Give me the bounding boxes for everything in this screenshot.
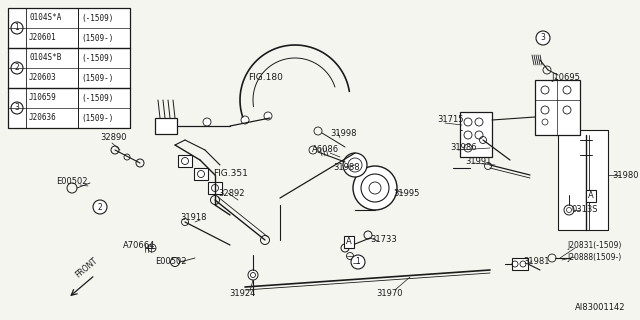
Circle shape (343, 153, 367, 177)
Text: 0104S*B: 0104S*B (29, 53, 61, 62)
Text: FIG.351: FIG.351 (213, 169, 248, 178)
Bar (155, 118, 177, 134)
Text: (-1509): (-1509) (81, 53, 113, 62)
Text: 2: 2 (98, 203, 102, 212)
Text: J20888(1509-): J20888(1509-) (567, 252, 621, 261)
Text: 1: 1 (15, 23, 19, 33)
Bar (460, 112, 492, 157)
Circle shape (351, 255, 365, 269)
Text: 31981: 31981 (523, 257, 550, 266)
Circle shape (11, 22, 23, 34)
Text: A: A (588, 191, 594, 201)
Bar (78, 8, 130, 128)
Text: A: A (346, 237, 352, 246)
Text: (1509-): (1509-) (81, 34, 113, 43)
Bar (512, 258, 528, 270)
Text: E00502: E00502 (155, 257, 186, 266)
Circle shape (203, 118, 211, 126)
Text: (1509-): (1509-) (81, 114, 113, 123)
Bar (194, 168, 208, 180)
Text: 31918: 31918 (180, 213, 207, 222)
Bar (8, 8, 130, 128)
Text: 31998: 31998 (330, 129, 356, 138)
Text: 3: 3 (15, 103, 19, 113)
Text: 0313S: 0313S (572, 204, 598, 213)
Text: 1: 1 (356, 258, 360, 267)
Text: 32890: 32890 (100, 133, 127, 142)
Text: 31995: 31995 (393, 189, 419, 198)
Text: (1509-): (1509-) (81, 74, 113, 83)
Text: J20603: J20603 (29, 74, 57, 83)
Bar (535, 80, 580, 135)
Circle shape (11, 102, 23, 114)
Bar (178, 155, 192, 167)
Text: FIG.180: FIG.180 (248, 74, 283, 83)
Text: (-1509): (-1509) (81, 13, 113, 22)
Text: 31970: 31970 (377, 289, 403, 298)
Text: 31991: 31991 (465, 157, 492, 166)
Text: 3: 3 (541, 34, 545, 43)
Text: 31924: 31924 (229, 289, 255, 298)
Text: J10659: J10659 (29, 93, 57, 102)
Text: A70664: A70664 (123, 241, 156, 250)
Bar (558, 130, 608, 230)
Text: AI83001142: AI83001142 (575, 303, 625, 313)
Text: 31988: 31988 (333, 163, 360, 172)
Circle shape (264, 112, 272, 120)
Bar (26, 8, 78, 128)
Circle shape (11, 62, 23, 74)
Circle shape (241, 116, 249, 124)
Text: 31980: 31980 (612, 171, 639, 180)
Text: A6086: A6086 (312, 146, 339, 155)
Text: J20831(-1509): J20831(-1509) (567, 241, 621, 250)
Text: J20601: J20601 (29, 34, 57, 43)
Text: E00502: E00502 (56, 177, 88, 186)
Text: J20636: J20636 (29, 114, 57, 123)
Text: 2: 2 (15, 63, 19, 73)
Bar (208, 182, 222, 194)
Text: 32892: 32892 (218, 188, 244, 197)
Text: 31986: 31986 (450, 143, 477, 153)
Text: 0104S*A: 0104S*A (29, 13, 61, 22)
Text: 31715: 31715 (437, 116, 463, 124)
Circle shape (353, 166, 397, 210)
Circle shape (564, 205, 574, 215)
Circle shape (248, 270, 258, 280)
Circle shape (536, 31, 550, 45)
Text: FRONT: FRONT (74, 256, 100, 280)
Text: (-1509): (-1509) (81, 93, 113, 102)
Circle shape (93, 200, 107, 214)
Text: J10695: J10695 (551, 73, 580, 82)
Text: 31733: 31733 (370, 236, 397, 244)
